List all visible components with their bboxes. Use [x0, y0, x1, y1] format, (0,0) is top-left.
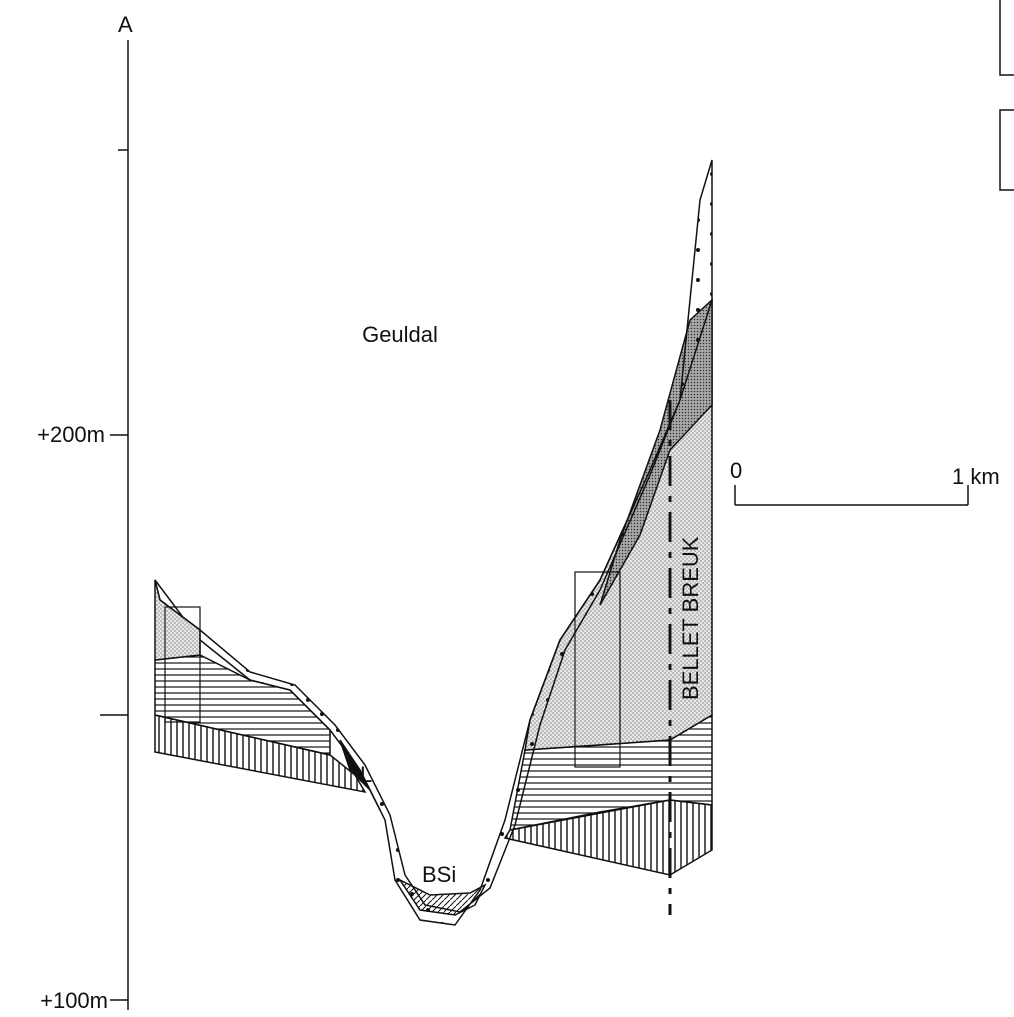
fault-label: BELLET BREUK: [678, 536, 703, 700]
scale-label: 0: [730, 458, 742, 483]
legend-boxes: [1000, 0, 1014, 190]
elevation-axis: [100, 40, 128, 1010]
strata: [155, 160, 712, 925]
scale-label: 1 km: [952, 464, 1000, 489]
cross-section: A +200m +100m Geuldal L BSi BELLET BREUK…: [0, 0, 1014, 1017]
layer-label: BSi: [422, 862, 456, 887]
scale-bar: [735, 485, 968, 505]
section-label: A: [118, 12, 133, 37]
layer-label: L: [360, 762, 372, 787]
elevation-label: +200m: [37, 422, 105, 447]
elevation-label: +100m: [40, 988, 108, 1013]
valley-label: Geuldal: [362, 322, 438, 347]
